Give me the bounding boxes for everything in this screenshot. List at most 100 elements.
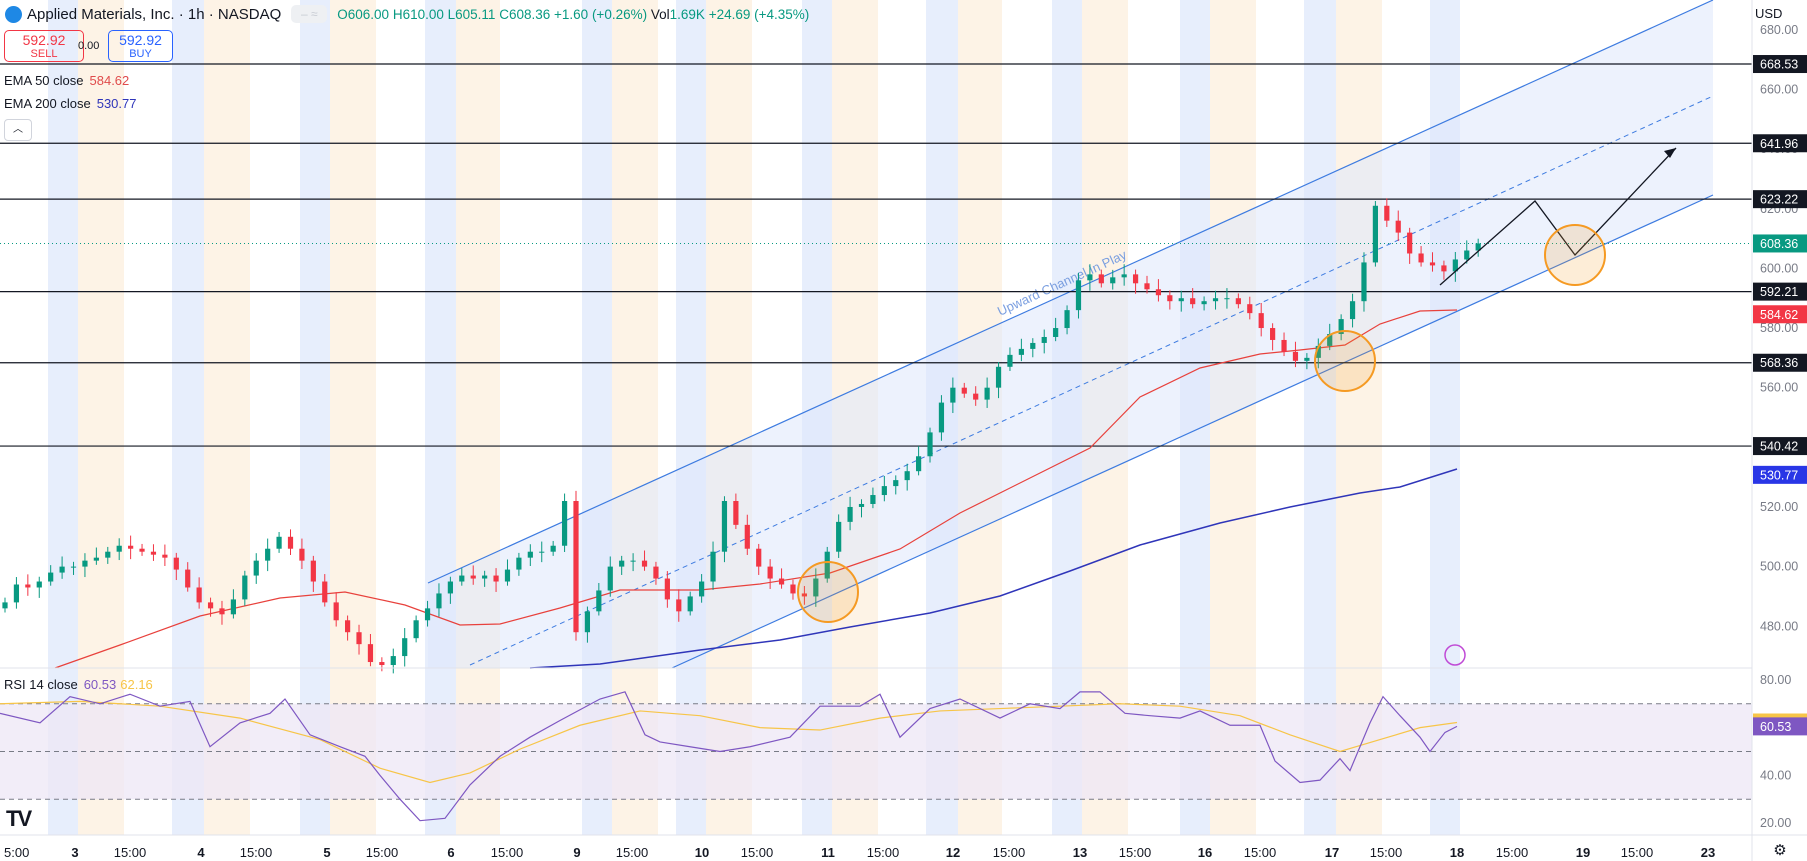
high-value: H610.00 [392, 6, 444, 22]
level-price-tag-text: 641.96 [1760, 137, 1798, 151]
candle-body [778, 578, 785, 585]
time-tick-label: 15:00 [741, 845, 774, 860]
rsi-tick-label: 40.00 [1760, 768, 1791, 782]
open-value: O606.00 [337, 6, 390, 22]
candle-body [573, 501, 579, 633]
candle-body [881, 486, 887, 496]
candle-body [2, 602, 8, 609]
candle-body [1464, 250, 1470, 260]
time-tick-label: 15:00 [1496, 845, 1529, 860]
buy-button[interactable]: 592.92 BUY [108, 30, 173, 62]
candle-body [1315, 345, 1321, 358]
rsi-line [0, 691, 1458, 822]
candle-body [1087, 274, 1093, 281]
candle [801, 585, 807, 605]
ema200-price-tag: 530.77 [1753, 465, 1807, 484]
candle-body [801, 593, 807, 597]
level-price-tag-bg [1753, 282, 1807, 301]
candle-body [242, 575, 248, 600]
candle-body [1327, 334, 1333, 346]
collapse-legend-button[interactable]: ︿ [4, 119, 32, 141]
candle-body [70, 566, 77, 568]
rsi-tag-text: 60.53 [1760, 720, 1791, 734]
ema50-value: 584.62 [89, 73, 130, 88]
candle [504, 559, 511, 586]
candle-body [904, 471, 910, 481]
highlight-circle [1544, 224, 1606, 286]
time-tick-label: 15:00 [1119, 845, 1152, 860]
ema50-price-tag-bg [1753, 305, 1807, 324]
candle-body [641, 560, 648, 567]
candle-body [367, 644, 374, 663]
change-value: +1.60 (+0.26%) [554, 6, 648, 22]
candle [59, 556, 65, 579]
ema200-price-tag-text: 530.77 [1760, 468, 1798, 482]
tradingview-logo-icon[interactable]: TV [6, 806, 32, 831]
candle-body [1224, 298, 1230, 300]
time-tick-label: 15:00 [1370, 845, 1403, 860]
ema200-legend[interactable]: EMA 200 close 530.77 [4, 96, 136, 111]
candle-body [207, 602, 214, 609]
candle-body [1030, 342, 1036, 349]
candle-body [847, 506, 853, 522]
candle-body [390, 656, 396, 666]
candle-body [322, 581, 328, 603]
projection-path [1439, 147, 1677, 286]
sell-button[interactable]: 592.92 SELL [4, 30, 84, 62]
currency-label[interactable]: USD [1755, 6, 1783, 21]
session-band [706, 0, 752, 835]
candle-body [607, 566, 613, 591]
session-band [78, 0, 124, 835]
settings-icon[interactable]: ⚙ [1773, 842, 1787, 859]
price-tick-label: 500.00 [1760, 560, 1798, 574]
candle-body [1395, 220, 1401, 233]
low-value: L605.11 [447, 6, 496, 22]
candle [1292, 341, 1299, 368]
candle [1304, 353, 1310, 370]
candle-body [1247, 304, 1253, 314]
volume-label: Vol [650, 6, 670, 22]
candle-body [59, 566, 65, 573]
candle-body [379, 662, 385, 666]
price-tick-label: 680.00 [1760, 23, 1798, 37]
candle [1007, 347, 1013, 371]
compare-toggle-icon[interactable]: – ≈ [291, 5, 328, 23]
candle [1155, 279, 1162, 302]
candle-body [619, 560, 625, 567]
rsi-legend[interactable]: RSI 14 close 60.53 62.16 [4, 677, 153, 692]
candle [1464, 240, 1470, 264]
candle [973, 386, 979, 406]
candle [1429, 252, 1436, 272]
candle-body [105, 551, 111, 558]
candle [1235, 293, 1241, 309]
candle [699, 574, 705, 603]
level-price-tag-text: 668.53 [1760, 58, 1798, 72]
candle-body [1110, 277, 1116, 284]
candle-body [128, 545, 134, 549]
candle-body [1372, 205, 1378, 263]
candle-body [584, 611, 591, 633]
symbol-title[interactable]: Applied Materials, Inc. · 1h · NASDAQ [27, 5, 282, 23]
buy-label: BUY [129, 48, 152, 60]
time-tick-label: 5:00 [4, 845, 29, 860]
candle [287, 529, 294, 555]
candle-body [836, 521, 842, 552]
level-price-tag-bg [1753, 353, 1807, 372]
candle-body [596, 590, 602, 612]
candle [1018, 338, 1024, 362]
ohlc-readout: O606.00 H610.00 L605.11 C608.36 +1.60 (+… [337, 7, 809, 22]
candle [1087, 264, 1093, 291]
time-tick-label: 18 [1450, 845, 1464, 860]
time-tick-label: 12 [946, 845, 960, 860]
candle-body [173, 557, 179, 570]
candle-body [984, 387, 990, 400]
ema50-legend[interactable]: EMA 50 close 584.62 [4, 73, 129, 88]
candle-body [687, 596, 693, 612]
candle-body [550, 545, 556, 552]
time-tick-label: 15:00 [114, 845, 147, 860]
candle [550, 540, 556, 556]
time-tick-label: 11 [821, 845, 835, 860]
time-tick-label: 16 [1198, 845, 1212, 860]
candle [390, 648, 396, 674]
